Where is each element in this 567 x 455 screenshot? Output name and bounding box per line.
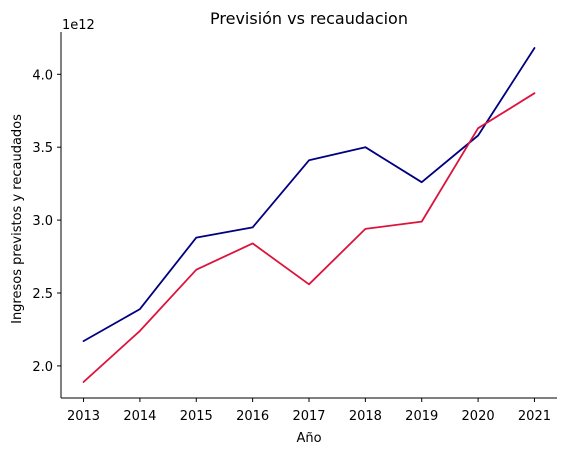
- x-tick-label: 2013: [67, 409, 100, 424]
- x-tick-label: 2020: [462, 409, 495, 424]
- x-tick-label: 2021: [518, 409, 551, 424]
- series-line-recaudacion: [82, 92, 536, 383]
- y-tick-label: 3.0: [32, 214, 53, 229]
- x-ticks: 2013 2014 2015 2016 2017 2018 2019 2020 2021: [67, 398, 551, 424]
- y-offset-label: 1e12: [62, 18, 95, 33]
- x-tick-label: 2015: [180, 409, 213, 424]
- chart-title: Previsión vs recaudacion: [210, 9, 408, 28]
- y-axis-title: Ingresos previstos y recaudados: [10, 114, 25, 324]
- x-tick-label: 2017: [292, 409, 325, 424]
- x-tick-label: 2014: [123, 409, 156, 424]
- y-tick-label: 3.5: [32, 141, 53, 156]
- series-line-prevision: [82, 47, 536, 343]
- x-tick-label: 2019: [405, 409, 438, 424]
- x-axis-title: Año: [296, 431, 321, 446]
- y-tick-label: 2.0: [32, 360, 53, 375]
- x-tick-label: 2018: [349, 409, 382, 424]
- y-ticks: 2.0 2.5 3.0 3.5 4.0: [32, 68, 61, 375]
- series-layer: [82, 47, 536, 383]
- axes: [60, 32, 557, 399]
- x-tick-label: 2016: [236, 409, 269, 424]
- y-tick-label: 4.0: [32, 68, 53, 83]
- y-tick-label: 2.5: [32, 287, 53, 302]
